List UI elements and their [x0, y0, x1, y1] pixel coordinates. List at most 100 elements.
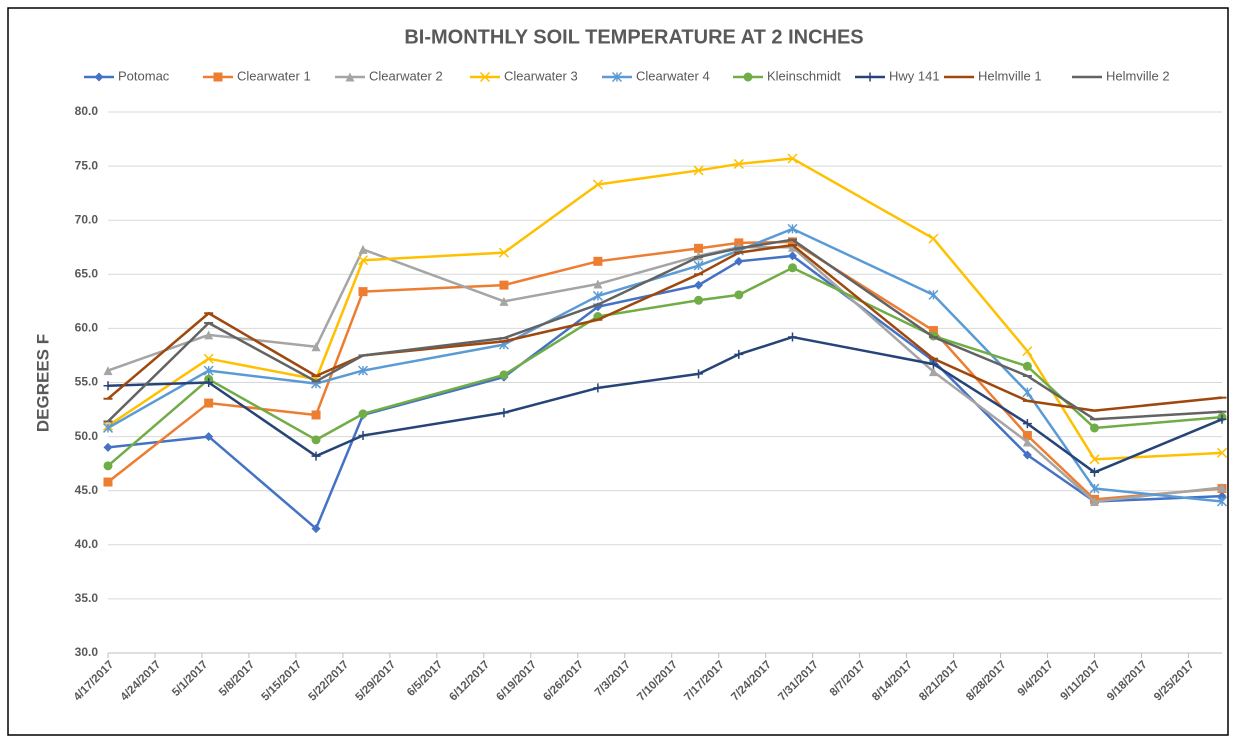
data-point — [928, 233, 939, 244]
data-point — [358, 287, 368, 297]
data-point — [311, 342, 321, 352]
data-point — [1022, 431, 1032, 441]
data-point — [1022, 387, 1033, 398]
data-point — [788, 242, 798, 252]
y-tick-label: 75.0 — [75, 158, 99, 172]
data-point — [204, 432, 214, 442]
data-point — [787, 223, 798, 234]
data-point — [1089, 483, 1100, 494]
data-point — [357, 365, 369, 376]
legend-label: Hwy 141 — [889, 68, 940, 83]
legend-marker — [94, 72, 104, 82]
legend-marker — [213, 72, 223, 82]
legend-marker — [865, 72, 875, 82]
data-point — [311, 410, 321, 420]
y-tick-label: 70.0 — [75, 212, 99, 226]
y-axis-label: DEGREES F — [33, 334, 52, 432]
data-point — [357, 255, 369, 266]
y-tick-label: 35.0 — [75, 591, 99, 605]
data-point — [1089, 467, 1099, 477]
data-point — [1022, 450, 1032, 460]
data-point — [694, 369, 704, 379]
data-point — [694, 243, 704, 253]
legend-marker — [611, 71, 623, 83]
data-point — [694, 295, 704, 305]
data-point — [733, 158, 744, 169]
data-point — [592, 179, 603, 190]
data-point — [499, 296, 509, 306]
data-point — [593, 279, 603, 289]
chart-title: BI-MONTHLY SOIL TEMPERATURE AT 2 INCHES — [404, 26, 863, 48]
data-point — [1089, 497, 1099, 507]
legend-marker — [743, 72, 753, 82]
data-point — [693, 260, 704, 271]
legend-marker — [345, 72, 355, 82]
data-point — [734, 349, 744, 359]
data-point — [593, 256, 603, 266]
data-point — [358, 409, 368, 419]
y-tick-label: 30.0 — [75, 645, 99, 659]
y-tick-label: 50.0 — [75, 429, 99, 443]
legend-marker — [479, 71, 491, 83]
data-point — [103, 461, 113, 471]
data-point — [499, 408, 509, 418]
data-point — [734, 256, 744, 266]
data-point — [928, 367, 938, 377]
data-point — [928, 289, 939, 300]
data-point — [788, 251, 798, 261]
legend-label: Helmville 2 — [1106, 68, 1170, 83]
data-point — [358, 244, 368, 254]
data-point — [1089, 423, 1099, 433]
data-point — [788, 237, 798, 247]
data-point — [1217, 482, 1227, 492]
y-tick-label: 40.0 — [75, 537, 99, 551]
legend-label: Clearwater 3 — [504, 68, 578, 83]
legend-label: Kleinschmidt — [767, 68, 841, 83]
data-point — [204, 330, 214, 340]
data-point — [1022, 361, 1032, 371]
data-point — [787, 153, 798, 164]
data-point — [1216, 447, 1228, 458]
y-tick-label: 55.0 — [75, 375, 99, 389]
data-point — [1022, 346, 1033, 357]
y-tick-label: 80.0 — [75, 104, 99, 118]
data-point — [103, 381, 113, 391]
y-tick-label: 65.0 — [75, 266, 99, 280]
data-point — [1217, 414, 1227, 424]
data-point — [1216, 496, 1228, 507]
legend-label: Clearwater 4 — [636, 68, 710, 83]
data-point — [928, 326, 938, 336]
data-point — [788, 263, 798, 273]
data-point — [1022, 437, 1032, 447]
data-point — [1089, 454, 1100, 465]
data-point — [788, 332, 798, 342]
data-point — [311, 435, 321, 445]
y-tick-label: 45.0 — [75, 483, 99, 497]
data-point — [693, 165, 704, 176]
data-point — [499, 370, 509, 380]
data-point — [102, 422, 114, 433]
legend-label: Helmville 1 — [978, 68, 1042, 83]
data-point — [499, 280, 509, 290]
data-point — [203, 353, 214, 364]
data-point — [103, 442, 113, 452]
data-point — [103, 477, 113, 487]
y-tick-label: 60.0 — [75, 321, 99, 335]
data-point — [928, 359, 938, 369]
legend-label: Potomac — [118, 68, 170, 83]
data-point — [498, 247, 509, 258]
data-point — [1022, 419, 1032, 429]
data-point — [311, 524, 321, 534]
data-point — [694, 280, 704, 290]
data-point — [203, 365, 214, 376]
data-point — [592, 290, 603, 301]
data-point — [734, 290, 744, 300]
data-point — [593, 383, 603, 393]
data-point — [358, 431, 368, 441]
legend-label: Clearwater 1 — [237, 68, 311, 83]
data-point — [204, 398, 214, 408]
data-point — [311, 451, 321, 461]
legend-label: Clearwater 2 — [369, 68, 443, 83]
data-point — [204, 378, 214, 387]
